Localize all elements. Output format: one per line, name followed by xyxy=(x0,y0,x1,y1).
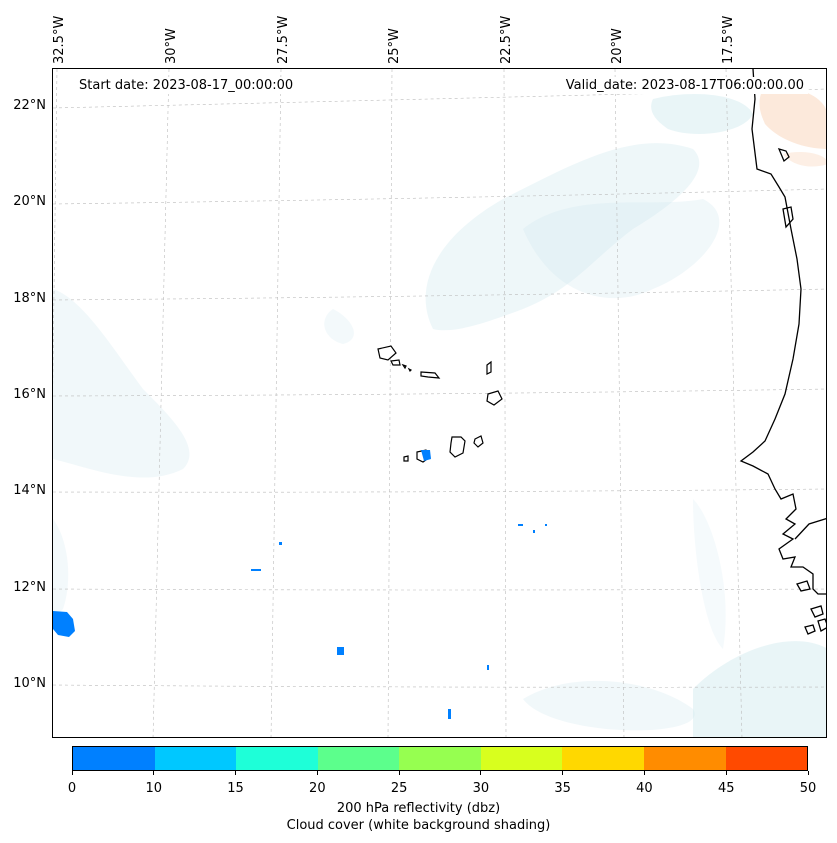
colorbar-segment-8 xyxy=(725,747,808,770)
colorbar-segment-5 xyxy=(480,747,563,770)
colorbar-tick-label: 50 xyxy=(799,781,817,796)
colorbar-tickmark xyxy=(643,771,645,775)
colorbar-sublabel: Cloud cover (white background shading) xyxy=(286,818,551,833)
colorbar-tick-label: 40 xyxy=(636,781,653,796)
colorbar-tick-label: 25 xyxy=(390,781,408,796)
lon-label-20w: 20°W xyxy=(610,28,625,64)
colorbar-segment-1 xyxy=(154,747,237,770)
colorbar-segment-0 xyxy=(73,747,155,770)
colorbar-tickmark xyxy=(153,771,155,775)
lat-label-12n: 12°N xyxy=(13,580,46,595)
lon-label-22-5w: 22.5°W xyxy=(499,15,514,64)
cape-verde-islands xyxy=(377,345,503,463)
colorbar-segment-7 xyxy=(643,747,726,770)
colorbar xyxy=(72,746,808,771)
colorbar-tick-label: 10 xyxy=(145,781,163,796)
graticule xyxy=(53,69,826,737)
colorbar-tick-label: 0 xyxy=(67,781,77,796)
colorbar-tickmark xyxy=(235,771,237,775)
reflectivity-patches xyxy=(53,450,547,719)
colorbar-tickmark xyxy=(480,771,482,775)
colorbar-tickmark xyxy=(807,771,809,775)
african-coastline xyxy=(739,69,826,635)
colorbar-tickmark xyxy=(725,771,727,775)
colorbar-tick-label: 20 xyxy=(309,781,326,796)
valid-date-label: Valid_date: 2023-08-17T06:00:00.00 xyxy=(561,77,808,94)
lon-label-17-5w: 17.5°W xyxy=(721,15,736,64)
colorbar-segment-4 xyxy=(399,747,481,770)
colorbar-tick-label: 45 xyxy=(717,781,735,796)
colorbar-tickmark xyxy=(316,771,318,775)
colorbar-segment-3 xyxy=(317,747,400,770)
colorbar-tickmark xyxy=(398,771,400,775)
colorbar-segment-2 xyxy=(236,747,318,770)
colorbar-tickmark xyxy=(71,771,73,775)
lat-label-10n: 10°N xyxy=(13,676,46,691)
lon-label-25w: 25°W xyxy=(387,28,402,64)
lon-label-32-5w: 32.5°W xyxy=(52,15,67,64)
lat-label-20n: 20°N xyxy=(13,194,46,209)
colorbar-tick-label: 35 xyxy=(554,781,571,796)
colorbar-tick-label: 30 xyxy=(472,781,490,796)
map-canvas xyxy=(53,69,826,737)
cloud-cover-shading xyxy=(53,94,826,737)
start-date-label: Start date: 2023-08-17_00:00:00 xyxy=(75,77,298,94)
lat-label-18n: 18°N xyxy=(13,291,46,306)
lon-label-27-5w: 27.5°W xyxy=(276,15,291,64)
map-panel: Start date: 2023-08-17_00:00:00 Valid_da… xyxy=(52,68,827,738)
lat-label-22n: 22°N xyxy=(13,98,46,113)
lat-label-14n: 14°N xyxy=(13,483,46,498)
lon-label-30w: 30°W xyxy=(164,28,179,64)
colorbar-segment-6 xyxy=(562,747,644,770)
colorbar-tick-label: 15 xyxy=(227,781,244,796)
colorbar-label: 200 hPa reflectivity (dbz) xyxy=(336,801,501,816)
lat-label-16n: 16°N xyxy=(13,387,46,402)
colorbar-tickmark xyxy=(562,771,564,775)
warm-cloud-shading xyxy=(759,87,826,167)
